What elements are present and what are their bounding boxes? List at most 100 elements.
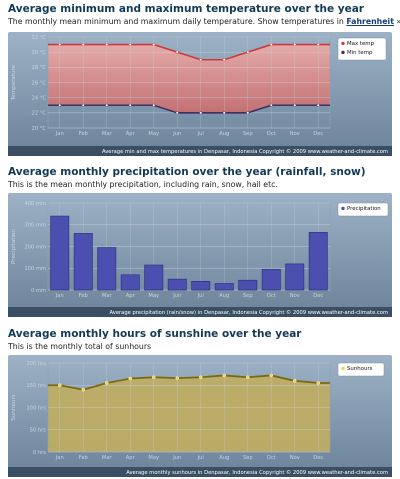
x-tick-label: Oct — [267, 131, 276, 137]
y-axis-title: Temperature — [11, 64, 17, 101]
data-point — [105, 103, 109, 107]
data-point — [175, 50, 179, 54]
temperature-band — [48, 44, 330, 113]
temperature-subtitle-text: The monthly mean minimum and maximum dai… — [8, 17, 344, 26]
precipitation-bar — [97, 247, 117, 291]
x-tick-label: Oct — [267, 455, 276, 461]
data-point — [316, 43, 320, 47]
precipitation-section-subtitle: This is the mean monthly precipitation, … — [8, 180, 278, 189]
x-tick-label: May — [148, 131, 159, 137]
x-tick-label: Nov — [290, 293, 300, 299]
x-tick-label: Sep — [243, 131, 253, 137]
y-tick-label: 300 mm — [24, 223, 46, 229]
y-tick-label: 20 °C — [32, 126, 47, 132]
x-tick-label: Feb — [79, 131, 89, 137]
chart-footer-strip — [8, 467, 392, 477]
y-tick-label: 30 °C — [32, 50, 47, 56]
precipitation-bar — [308, 232, 328, 291]
y-tick-label: 400 mm — [24, 201, 46, 207]
temperature-section-subtitle: The monthly mean minimum and maximum dai… — [8, 17, 400, 26]
series-line-min-temp — [48, 104, 330, 114]
x-tick-label: Apr — [126, 455, 136, 461]
x-tick-label: Feb — [79, 455, 89, 461]
y-tick-label: 100 hrs — [26, 405, 46, 411]
legend-box — [337, 362, 385, 377]
data-point — [175, 376, 179, 380]
legend-label: Precipitation — [347, 206, 381, 212]
y-axis-title: Precipitation — [11, 229, 17, 264]
data-point — [269, 103, 273, 107]
data-point — [128, 43, 132, 47]
data-point — [293, 103, 297, 107]
x-tick-label: Aug — [219, 293, 229, 299]
legend-box — [337, 202, 389, 217]
chart-footer-text: Average monthly sunhours in Denpasar, In… — [126, 469, 388, 476]
precipitation-bar — [167, 278, 187, 291]
data-point — [316, 381, 320, 385]
data-point — [81, 387, 85, 392]
y-axis-title: Sunhours — [11, 394, 17, 420]
data-point — [199, 58, 203, 62]
legend-marker — [341, 50, 345, 55]
legend-marker — [341, 206, 345, 211]
legend-label: Min temp — [347, 50, 373, 56]
x-tick-label: Jul — [197, 455, 204, 461]
sunshine-section-subtitle: This is the monthly total of sunhours — [8, 342, 152, 351]
x-tick-label: Mar — [102, 131, 113, 137]
x-tick-label: Mar — [102, 455, 113, 461]
x-tick-label: Jun — [172, 293, 181, 299]
data-point — [246, 111, 250, 115]
link-arrow-icon: » — [396, 17, 400, 26]
x-tick-label: Feb — [79, 293, 89, 299]
x-tick-label: Nov — [290, 131, 300, 137]
data-point — [81, 43, 85, 47]
sunshine-section-title: Average monthly hours of sunshine over t… — [8, 328, 302, 340]
data-point — [128, 376, 132, 381]
data-point — [269, 373, 273, 378]
data-point — [128, 103, 132, 107]
data-point — [293, 379, 297, 383]
x-tick-label: May — [148, 455, 159, 461]
x-tick-label: Dec — [313, 455, 323, 461]
chart-footer-strip — [8, 307, 392, 317]
x-tick-label: Dec — [313, 131, 323, 137]
data-point — [222, 111, 226, 115]
sunshine-area — [48, 375, 330, 452]
precipitation-chart: Average precipitation (rain/snow) in Den… — [8, 193, 392, 317]
y-tick-label: 0 hrs — [33, 450, 46, 456]
data-point — [199, 111, 203, 115]
x-tick-label: May — [148, 293, 159, 299]
x-tick-label: Jan — [55, 293, 64, 299]
x-tick-label: Sep — [243, 455, 253, 461]
data-point — [316, 103, 320, 107]
chart-footer-strip — [8, 146, 392, 156]
data-point — [222, 58, 226, 62]
legend-label: Max temp — [347, 41, 375, 47]
y-tick-label: 150 hrs — [26, 383, 46, 389]
x-tick-label: Aug — [219, 455, 229, 461]
data-point — [105, 381, 109, 385]
data-point — [199, 375, 203, 379]
precipitation-bar — [261, 269, 281, 291]
data-point — [152, 103, 156, 107]
precipitation-bar — [120, 274, 140, 291]
data-point — [175, 111, 179, 115]
data-point — [293, 43, 297, 47]
x-tick-label: Sep — [243, 293, 253, 299]
precipitation-bar — [50, 215, 70, 291]
y-tick-label: 32 °C — [32, 35, 47, 41]
data-point — [246, 50, 250, 54]
x-tick-label: Aug — [219, 131, 229, 137]
data-point — [246, 375, 250, 379]
y-tick-label: 0 mm — [31, 288, 46, 294]
fahrenheit-link[interactable]: Fahrenheit — [346, 17, 394, 26]
precipitation-bar — [214, 283, 234, 291]
x-tick-label: Oct — [267, 293, 276, 299]
y-tick-label: 28 °C — [32, 65, 47, 71]
x-tick-label: Mar — [102, 293, 113, 299]
precipitation-bar — [238, 279, 258, 291]
temperature-section-title: Average minimum and maximum temperature … — [8, 3, 364, 15]
x-tick-label: Nov — [290, 455, 300, 461]
y-tick-label: 100 mm — [24, 266, 46, 272]
y-tick-label: 22 °C — [32, 111, 47, 117]
